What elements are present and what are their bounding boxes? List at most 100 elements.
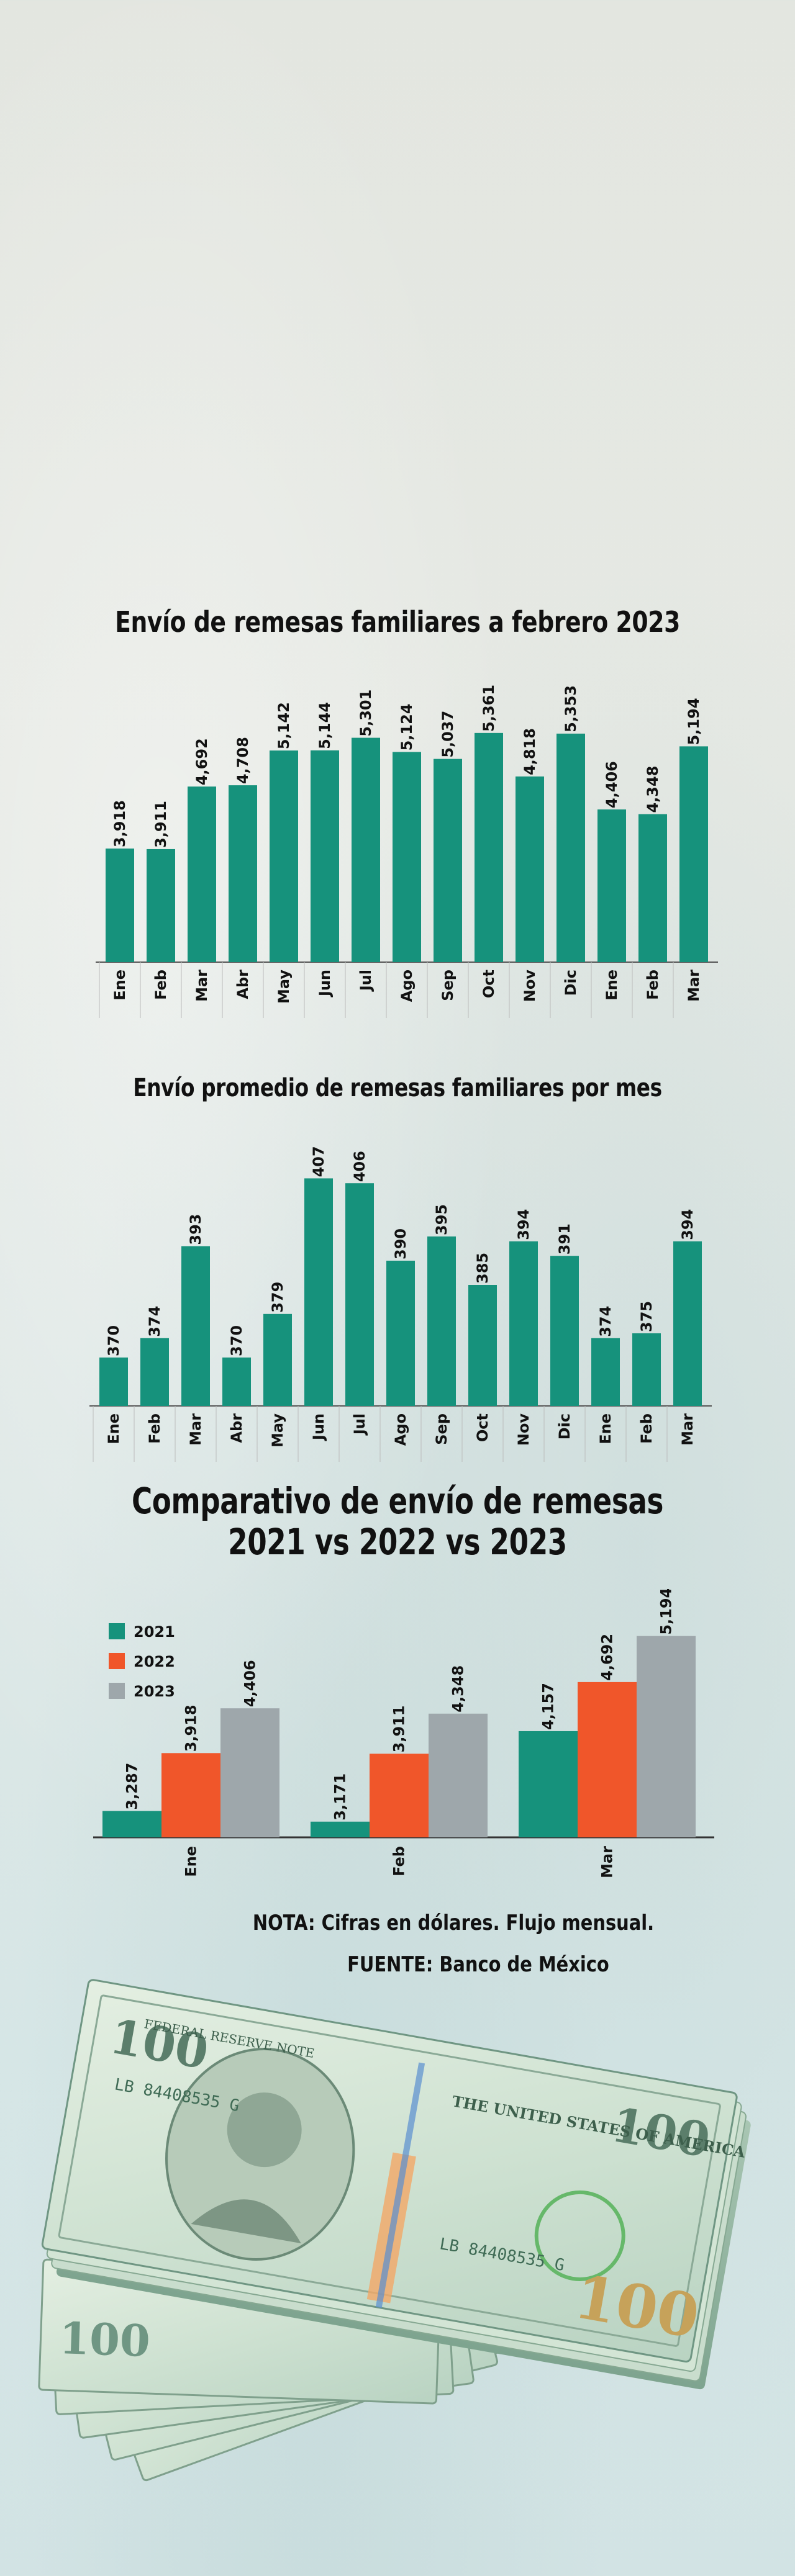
tick-label: Feb bbox=[638, 1413, 655, 1444]
bar bbox=[427, 1236, 456, 1406]
bar bbox=[99, 1358, 128, 1406]
chart1-svg: 3,918 Ene 3,911 Feb 4,692 Mar 4,708 Abr 5,142 May… bbox=[96, 685, 718, 1018]
tick-label: Ene bbox=[603, 970, 620, 1001]
data-label: 385 bbox=[474, 1253, 491, 1284]
bar bbox=[311, 1821, 370, 1837]
bar bbox=[140, 1338, 169, 1406]
tick-label: Feb bbox=[391, 1846, 408, 1876]
tick-label: Jun bbox=[310, 1413, 327, 1441]
bar bbox=[475, 732, 503, 962]
data-label: 4,348 bbox=[644, 766, 661, 813]
bar bbox=[393, 752, 421, 962]
bar bbox=[578, 1682, 637, 1837]
data-label: 3,287 bbox=[124, 1763, 141, 1810]
tick-label: Jul bbox=[351, 1413, 368, 1436]
tick-label: Ene bbox=[111, 970, 129, 1001]
bar bbox=[556, 733, 585, 962]
data-label: 370 bbox=[105, 1325, 122, 1356]
data-label: 374 bbox=[146, 1306, 163, 1337]
bar bbox=[632, 1333, 661, 1406]
data-label: 374 bbox=[597, 1306, 614, 1337]
bar bbox=[386, 1261, 415, 1406]
tick-label: Sep bbox=[433, 1413, 450, 1445]
tick-label: Feb bbox=[644, 970, 661, 1000]
tick-label: Jul bbox=[357, 970, 375, 992]
tick-label: Ago bbox=[398, 970, 416, 1002]
bar bbox=[181, 1246, 210, 1406]
bar bbox=[429, 1713, 488, 1837]
tick-label: Mar bbox=[679, 1413, 696, 1446]
tick-label: May bbox=[269, 1413, 286, 1448]
bar bbox=[509, 1241, 538, 1406]
data-label: 5,301 bbox=[357, 690, 375, 737]
bar bbox=[597, 809, 626, 962]
bar bbox=[434, 759, 462, 962]
data-label: 5,037 bbox=[439, 711, 457, 758]
tick-label: Feb bbox=[152, 970, 170, 1000]
tick-label: Feb bbox=[146, 1413, 163, 1444]
data-label: 4,818 bbox=[521, 728, 538, 775]
legend-swatch bbox=[109, 1653, 125, 1669]
data-label: 5,353 bbox=[562, 685, 579, 732]
data-label: 390 bbox=[392, 1228, 409, 1259]
tick-label: Ene bbox=[105, 1413, 122, 1444]
tick-label: Oct bbox=[474, 1413, 491, 1442]
chart3-svg: 2021 2022 2023 3,287 3,918 4,406 Ene 3,171 3,911… bbox=[93, 1589, 714, 1878]
tick-label: May bbox=[275, 970, 293, 1004]
data-label: 4,708 bbox=[234, 737, 252, 784]
data-label: 5,194 bbox=[658, 1589, 675, 1635]
data-label: 379 bbox=[269, 1282, 286, 1313]
bar bbox=[263, 1313, 292, 1406]
bar bbox=[102, 1811, 161, 1837]
bar bbox=[161, 1753, 220, 1837]
tick-label: Dic bbox=[562, 970, 579, 996]
data-label: 406 bbox=[351, 1151, 368, 1182]
source-text: FUENTE: Banco de México bbox=[347, 1952, 609, 1977]
data-label: 394 bbox=[679, 1209, 696, 1240]
chart1-title: Envío de remesas familiares a febrero 20… bbox=[115, 605, 680, 639]
data-label: 5,194 bbox=[685, 698, 702, 745]
data-label: 5,142 bbox=[275, 702, 293, 749]
tick-label: Oct bbox=[480, 970, 497, 998]
tick-label: Ene bbox=[183, 1846, 200, 1877]
legend-label: 2023 bbox=[134, 1683, 175, 1700]
data-label: 3,911 bbox=[391, 1705, 408, 1752]
data-label: 5,124 bbox=[398, 703, 416, 750]
tick-label: Ago bbox=[392, 1413, 409, 1446]
chart3-title-line1: Comparativo de envío de remesas bbox=[131, 1480, 664, 1522]
bar bbox=[591, 1338, 620, 1406]
tick-label: Mar bbox=[187, 1413, 204, 1446]
money-illustration: 100 100 100 100 100 100 100 100 LB 84408… bbox=[38, 1979, 751, 2482]
data-label: 4,406 bbox=[603, 761, 620, 808]
tick-label: Nov bbox=[515, 1413, 532, 1446]
chart2-title: Envío promedio de remesas familiares por… bbox=[133, 1074, 662, 1102]
legend-swatch bbox=[109, 1623, 125, 1639]
data-label: 3,918 bbox=[111, 800, 129, 847]
chart3-title: Comparativo de envío de remesas 2021 vs … bbox=[88, 1480, 707, 1562]
data-label: 3,171 bbox=[332, 1773, 349, 1821]
bar bbox=[370, 1754, 429, 1837]
tick-label: Abr bbox=[228, 1413, 245, 1443]
data-label: 4,348 bbox=[450, 1665, 467, 1713]
tick-label: Dic bbox=[556, 1413, 573, 1439]
bar bbox=[679, 746, 708, 962]
data-label: 3,911 bbox=[152, 801, 170, 848]
tick-label: Sep bbox=[439, 970, 457, 1001]
chart3-title-line2: 2021 vs 2022 vs 2023 bbox=[228, 1521, 567, 1563]
data-label: 391 bbox=[556, 1223, 573, 1254]
data-label: 4,692 bbox=[193, 738, 211, 785]
legend-swatch bbox=[109, 1683, 125, 1699]
data-label: 370 bbox=[228, 1325, 245, 1356]
data-label: 3,918 bbox=[183, 1705, 200, 1752]
bar bbox=[550, 1256, 579, 1406]
tick-label: Nov bbox=[521, 970, 538, 1002]
bar bbox=[637, 1636, 696, 1837]
svg-text:100: 100 bbox=[58, 2312, 151, 2367]
bar bbox=[516, 776, 544, 962]
data-label: 5,144 bbox=[316, 702, 334, 749]
bar bbox=[638, 814, 667, 962]
data-label: 4,406 bbox=[242, 1660, 259, 1707]
tick-label: Jun bbox=[316, 970, 334, 998]
chart2-svg: 370 Ene 374 Feb 393 Mar 370 Abr 379 May 407 Jun 406 J… bbox=[89, 1146, 712, 1462]
bar bbox=[673, 1241, 702, 1406]
